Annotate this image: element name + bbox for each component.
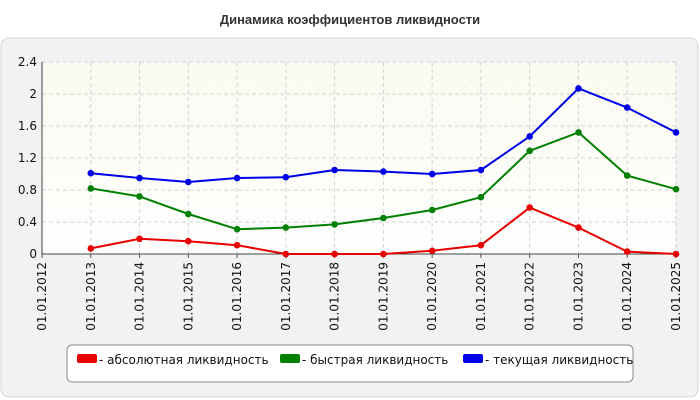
series-point-1 [331,250,338,258]
legend-swatch-2 [280,354,300,363]
x-tick-label: 01.01.2012 [35,262,49,331]
series-point-3 [380,168,387,175]
legend-label-1: - абсолютная ликвидность [99,353,269,367]
x-tick-label: 01.01.2020 [425,262,439,331]
series-point-1 [380,250,387,258]
series-point-2 [575,129,582,136]
series-point-2 [331,221,338,228]
series-point-2 [282,224,290,231]
series-point-1 [526,204,533,211]
series-point-1 [428,247,436,255]
x-tick-label: 01.01.2025 [669,262,683,331]
y-tick-label: 0.8 [18,183,37,197]
x-tick-label: 01.01.2019 [376,262,390,331]
x-tick-label: 01.01.2015 [181,262,195,331]
x-tick-label: 01.01.2016 [230,262,244,331]
series-point-1 [136,235,143,243]
series-point-3 [185,178,192,186]
x-tick-label: 01.01.2013 [84,262,98,331]
series-point-2 [185,210,192,218]
legend-swatch-3 [463,354,483,363]
chart-title: Динамика коэффициентов ликвидности [220,12,480,27]
series-point-1 [477,241,485,249]
legend: - абсолютная ликвидность - быстрая ликвид… [66,344,634,383]
series-point-2 [136,193,143,200]
series-point-3 [282,173,290,181]
legend-box [66,344,634,383]
y-tick-label: 2.4 [18,55,37,69]
x-tick-label: 01.01.2023 [571,262,585,331]
x-tick-label: 01.01.2024 [620,262,634,331]
series-point-3 [623,104,631,111]
y-tick-label: 1.6 [18,119,37,133]
series-point-2 [526,147,533,155]
series-point-1 [87,245,95,252]
y-tick-label: 0 [29,247,37,261]
series-point-3 [526,133,533,140]
series-point-1 [623,248,631,255]
x-tick-label: 01.01.2014 [133,262,147,331]
series-point-2 [477,193,485,201]
y-tick-label: 0.4 [18,215,37,229]
x-tick-label: 01.01.2022 [523,262,537,331]
series-point-2 [87,185,95,192]
series-point-3 [233,174,241,182]
series-point-1 [575,224,582,231]
series-point-3 [477,166,485,174]
x-tick-label: 01.01.2018 [328,262,342,331]
series-point-2 [672,185,680,193]
series-point-2 [380,214,387,222]
y-tick-label: 1.2 [18,151,37,165]
series-point-2 [428,206,436,214]
series-point-3 [331,166,338,174]
series-point-1 [185,237,192,245]
series-point-1 [672,250,680,258]
legend-label-2: - быстрая ликвидность [302,353,448,367]
series-point-3 [136,174,143,182]
x-tick-label: 01.01.2017 [279,262,293,331]
series-point-2 [233,225,241,233]
series-point-3 [428,170,436,178]
legend-label-3: - текущая ликвидность [485,353,633,367]
y-tick-label: 2 [29,87,37,101]
series-point-1 [233,241,241,249]
legend-swatch-1 [77,354,97,363]
series-point-1 [282,250,290,258]
series-point-3 [87,169,95,177]
series-point-3 [575,85,582,92]
x-tick-label: 01.01.2021 [474,262,488,331]
series-point-2 [623,172,631,179]
series-point-3 [672,129,680,136]
